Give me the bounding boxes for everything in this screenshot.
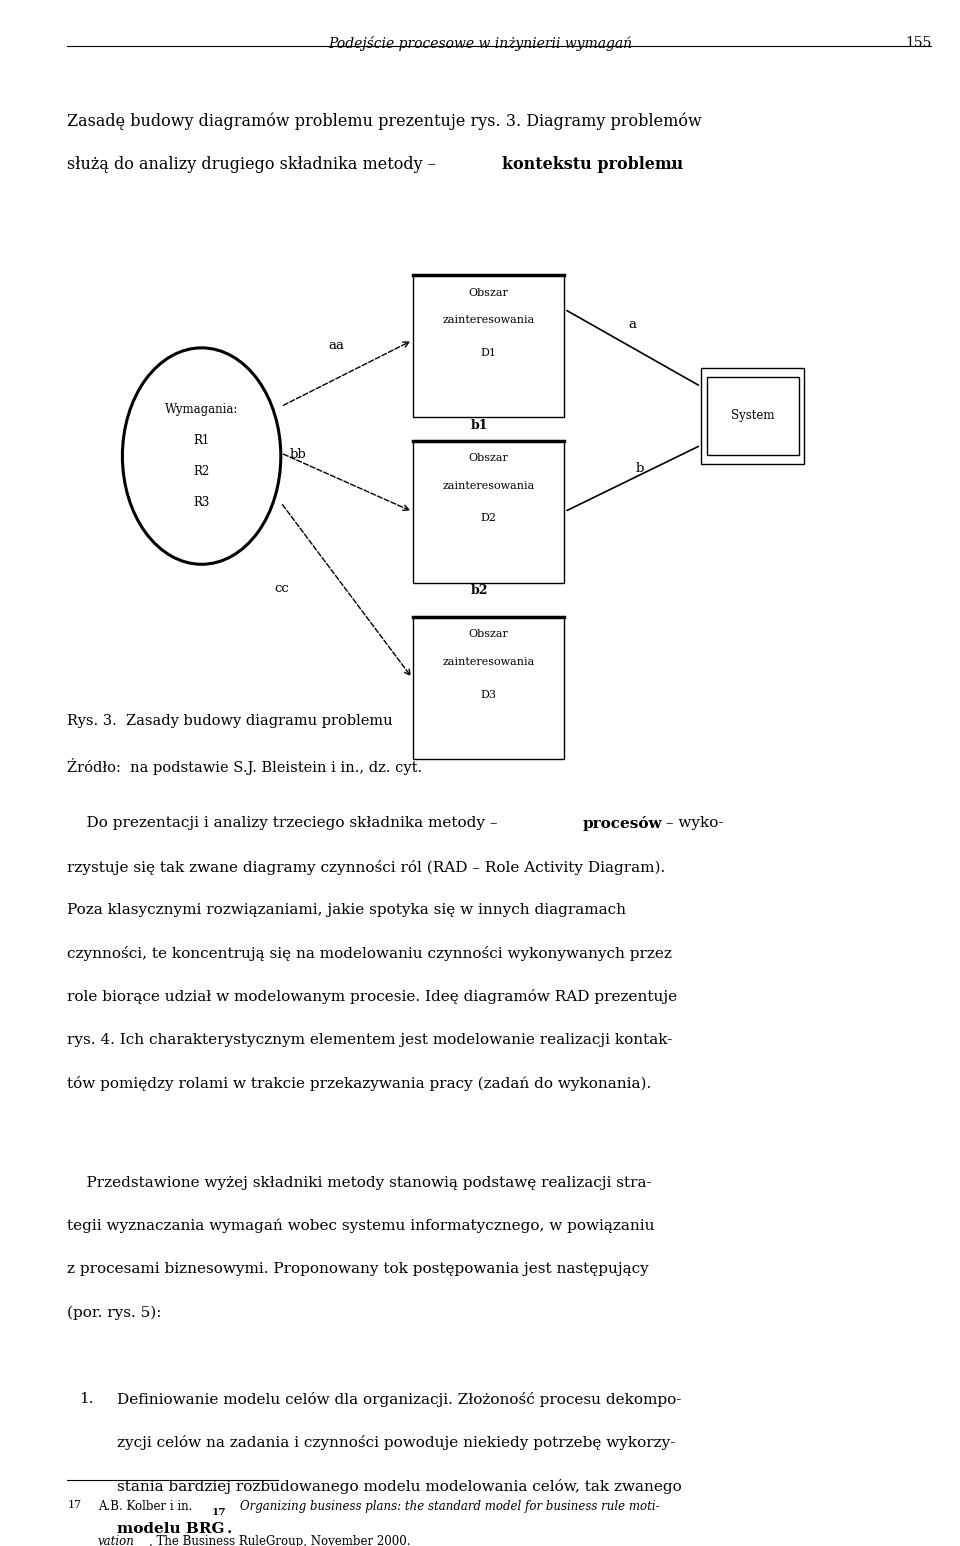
Text: R3: R3 bbox=[193, 496, 210, 509]
Text: procesów: procesów bbox=[583, 816, 662, 832]
Text: D3: D3 bbox=[481, 690, 496, 699]
Text: czynności, te koncentrują się na modelowaniu czynności wykonywanych przez: czynności, te koncentrują się na modelow… bbox=[67, 946, 672, 962]
Text: role biorące udział w modelowanym procesie. Ideę diagramów RAD prezentuje: role biorące udział w modelowanym proces… bbox=[67, 989, 678, 1005]
Text: z procesami biznesowymi. Proponowany tok postępowania jest następujący: z procesami biznesowymi. Proponowany tok… bbox=[67, 1262, 649, 1275]
Text: Definiowanie modelu celów dla organizacji. Złożoność procesu dekompo-: Definiowanie modelu celów dla organizacj… bbox=[117, 1391, 682, 1407]
Text: – wyko-: – wyko- bbox=[661, 816, 724, 830]
Text: bb: bb bbox=[290, 448, 306, 461]
Text: kontekstu problemu: kontekstu problemu bbox=[502, 156, 684, 173]
Text: b2: b2 bbox=[470, 584, 488, 597]
Text: 1.: 1. bbox=[79, 1391, 93, 1405]
Text: Organizing business plans: the standard model for business rule moti-: Organizing business plans: the standard … bbox=[240, 1500, 660, 1512]
Text: rzystuje się tak zwane diagramy czynności ról (RAD – Role Activity Diagram).: rzystuje się tak zwane diagramy czynnośc… bbox=[67, 860, 665, 875]
Text: tów pomiędzy rolami w trakcie przekazywania pracy (zadań do wykonania).: tów pomiędzy rolami w trakcie przekazywa… bbox=[67, 1076, 652, 1091]
Text: stania bardziej rozbudowanego modelu modelowania celów, tak zwanego: stania bardziej rozbudowanego modelu mod… bbox=[117, 1478, 682, 1493]
Text: b: b bbox=[636, 462, 644, 475]
Text: b1: b1 bbox=[470, 419, 488, 431]
Text: , The Business RuleGroup, November 2000.: , The Business RuleGroup, November 2000. bbox=[149, 1535, 410, 1546]
Text: zycji celów na zadania i czynności powoduje niekiedy potrzebę wykorzy-: zycji celów na zadania i czynności powod… bbox=[117, 1435, 676, 1450]
Text: .: . bbox=[669, 156, 674, 173]
Text: Obszar: Obszar bbox=[468, 453, 509, 462]
Text: zainteresowania: zainteresowania bbox=[443, 481, 535, 490]
Text: R1: R1 bbox=[194, 434, 209, 447]
Text: zainteresowania: zainteresowania bbox=[443, 315, 535, 325]
Text: rys. 4. Ich charakterystycznym elementem jest modelowanie realizacji kontak-: rys. 4. Ich charakterystycznym elementem… bbox=[67, 1033, 673, 1047]
Text: Zasadę budowy diagramów problemu prezentuje rys. 3. Diagramy problemów: Zasadę budowy diagramów problemu prezent… bbox=[67, 113, 702, 130]
Text: służą do analizy drugiego składnika metody –: służą do analizy drugiego składnika meto… bbox=[67, 156, 442, 173]
Text: Wymagania:: Wymagania: bbox=[165, 404, 238, 416]
Text: vation: vation bbox=[98, 1535, 134, 1546]
Text: 17: 17 bbox=[67, 1500, 82, 1509]
Text: (por. rys. 5):: (por. rys. 5): bbox=[67, 1305, 161, 1320]
Text: cc: cc bbox=[275, 583, 289, 595]
Text: Rys. 3.  Zasady budowy diagramu problemu: Rys. 3. Zasady budowy diagramu problemu bbox=[67, 714, 393, 728]
Text: 155: 155 bbox=[905, 36, 931, 49]
Text: System: System bbox=[731, 410, 775, 422]
Text: Poza klasycznymi rozwiązaniami, jakie spotyka się w innych diagramach: Poza klasycznymi rozwiązaniami, jakie sp… bbox=[67, 903, 626, 917]
Text: D1: D1 bbox=[481, 348, 496, 357]
Bar bbox=[707, 377, 799, 455]
Text: Obszar: Obszar bbox=[468, 629, 509, 638]
Text: tegii wyznaczania wymagań wobec systemu informatycznego, w powiązaniu: tegii wyznaczania wymagań wobec systemu … bbox=[67, 1218, 655, 1234]
Text: aa: aa bbox=[328, 340, 345, 352]
Text: modelu BRG: modelu BRG bbox=[117, 1521, 225, 1535]
Text: R2: R2 bbox=[194, 465, 209, 478]
Text: Podejście procesowe w inżynierii wymagań: Podejście procesowe w inżynierii wymagań bbox=[328, 36, 632, 51]
Text: zainteresowania: zainteresowania bbox=[443, 657, 535, 666]
Text: Źródło:  na podstawie S.J. Bleistein i in., dz. cyt.: Źródło: na podstawie S.J. Bleistein i in… bbox=[67, 758, 422, 775]
Text: a: a bbox=[629, 318, 636, 331]
Bar bbox=[413, 617, 564, 759]
Text: Przedstawione wyżej składniki metody stanowią podstawę realizacji stra-: Przedstawione wyżej składniki metody sta… bbox=[67, 1175, 652, 1189]
Bar bbox=[413, 441, 564, 583]
Bar bbox=[701, 368, 804, 464]
Text: A.B. Kolber i in.: A.B. Kolber i in. bbox=[98, 1500, 196, 1512]
Text: Obszar: Obszar bbox=[468, 288, 509, 297]
Text: .: . bbox=[227, 1521, 232, 1535]
Text: Do prezentacji i analizy trzeciego składnika metody –: Do prezentacji i analizy trzeciego skład… bbox=[67, 816, 503, 830]
Text: D2: D2 bbox=[481, 513, 496, 523]
Text: 17: 17 bbox=[212, 1507, 227, 1517]
Bar bbox=[413, 275, 564, 417]
